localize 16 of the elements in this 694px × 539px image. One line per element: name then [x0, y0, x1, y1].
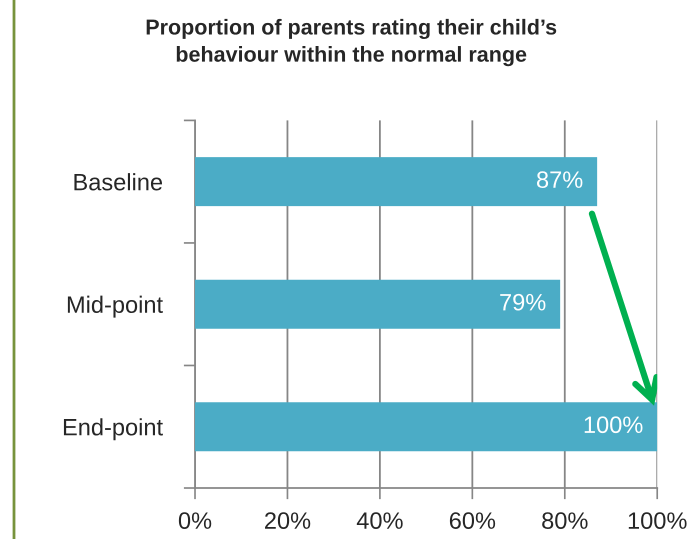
x-tick-label: 60% — [450, 512, 496, 529]
x-tick-label: 100% — [628, 512, 687, 529]
x-tick-label: 80% — [542, 512, 588, 529]
x-tick-label: 0% — [178, 512, 212, 529]
bar — [195, 157, 598, 206]
y-tick-label: End-point — [64, 418, 163, 440]
y-tick-label: Baseline — [74, 173, 162, 190]
bar — [195, 280, 560, 329]
chart-title: Proportion of parents rating their child’s behaviour within the normal range — [146, 18, 556, 66]
x-tick-label: 20% — [265, 512, 310, 529]
data-label: 100% — [584, 416, 642, 434]
data-label: 79% — [500, 294, 546, 311]
y-tick-label: Mid-point — [68, 296, 163, 318]
x-tick-label: 40% — [356, 512, 403, 529]
bar — [195, 402, 658, 452]
data-label: 87% — [537, 171, 582, 188]
